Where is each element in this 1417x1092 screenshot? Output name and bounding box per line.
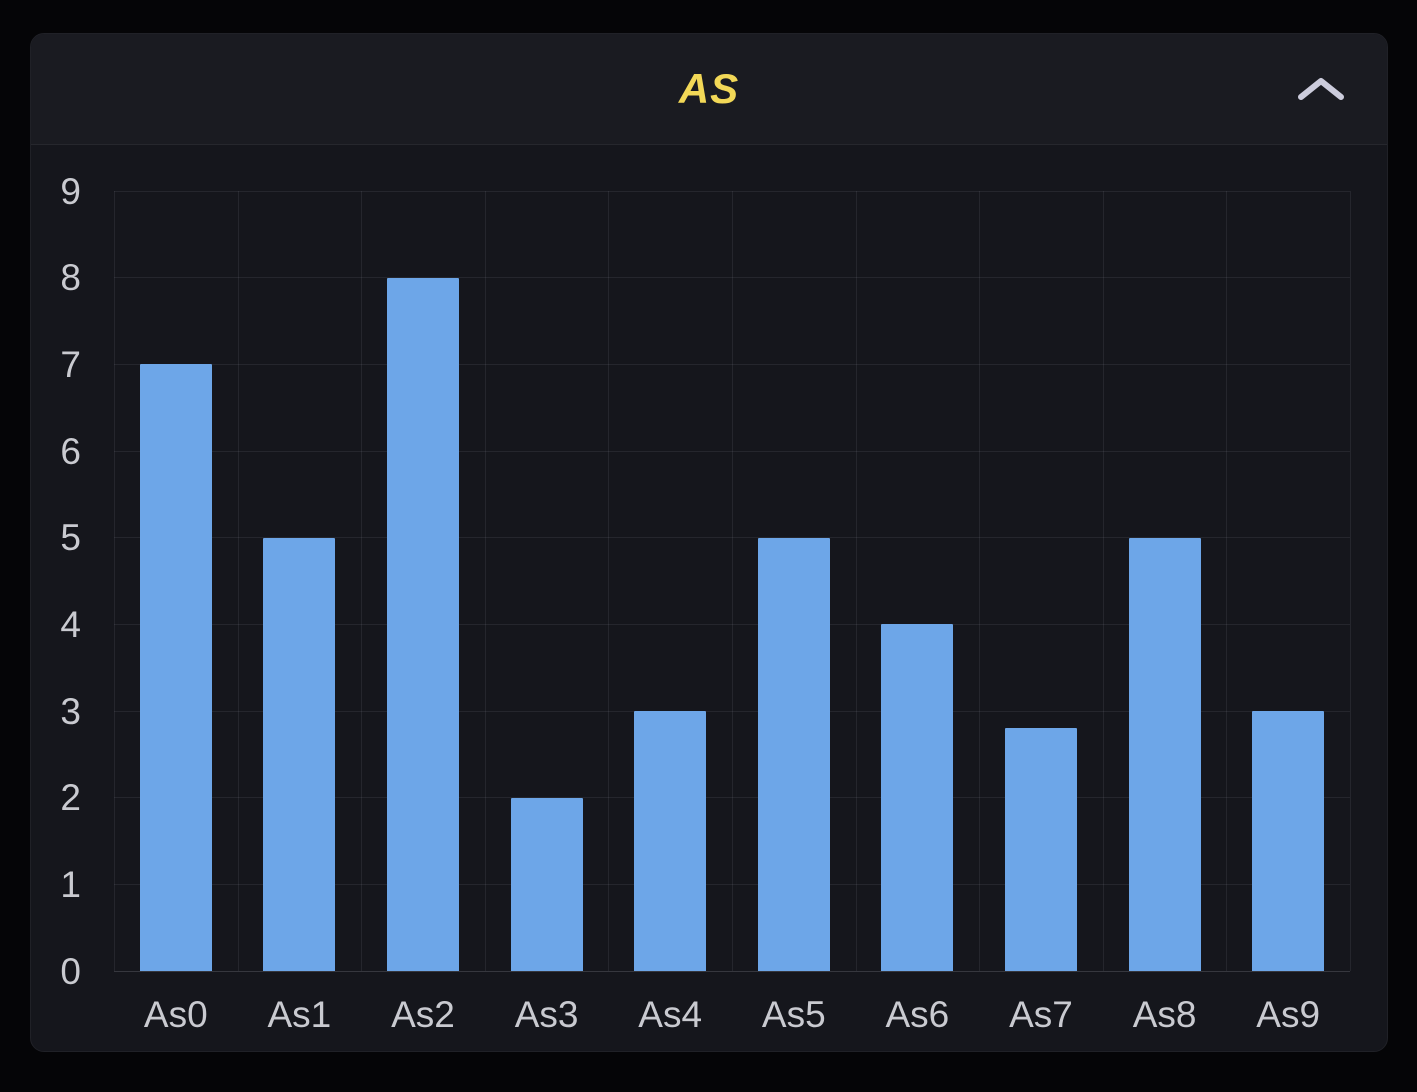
gridline-x-1 (237, 191, 239, 971)
gridline-y-1 (114, 883, 1350, 885)
y-tick-label-1: 1 (60, 863, 81, 905)
gridline-x-0 (113, 191, 115, 971)
x-tick-label-As9: As9 (1256, 994, 1321, 1035)
x-tick-label-As1: As1 (267, 994, 332, 1035)
bar-As1[interactable] (263, 537, 336, 971)
panel-header: AS (31, 34, 1387, 145)
gridline-x-7 (978, 191, 980, 971)
gridline-x-5 (731, 191, 733, 971)
x-tick-label-As4: As4 (638, 994, 703, 1035)
y-tick-label-4: 4 (60, 603, 81, 645)
gridline-x-6 (855, 191, 857, 971)
bar-As0[interactable] (139, 364, 212, 971)
gridline-y-0 (114, 970, 1350, 972)
gridline-x-4 (607, 191, 609, 971)
y-tick-label-3: 3 (60, 690, 81, 732)
gridline-y-8 (114, 277, 1350, 279)
gridline-y-2 (114, 797, 1350, 799)
gridline-x-3 (484, 191, 486, 971)
y-tick-label-7: 7 (60, 343, 81, 385)
chart-panel: AS 0 1 2 3 4 5 6 7 8 9 As0 As1 As2 As3 As4 As5 As6 As7 As8… (30, 33, 1388, 1052)
gridline-x-10 (1349, 191, 1351, 971)
gridline-x-8 (1102, 191, 1104, 971)
x-tick-label-As6: As6 (885, 994, 950, 1035)
panel-title: AS (678, 65, 740, 112)
x-tick-label-As2: As2 (391, 994, 455, 1035)
y-tick-label-6: 6 (60, 430, 81, 472)
gridline-y-5 (114, 537, 1350, 539)
y-tick-label-9: 9 (60, 170, 81, 212)
y-tick-label-8: 8 (60, 257, 81, 299)
y-tick-label-5: 5 (60, 517, 81, 559)
gridline-y-3 (114, 710, 1350, 712)
bar-As7[interactable] (1005, 728, 1077, 971)
gridline-x-9 (1225, 191, 1227, 971)
x-tick-label-As5: As5 (761, 994, 826, 1035)
bar-As4[interactable] (634, 711, 707, 971)
chart-plot-area: 0 1 2 3 4 5 6 7 8 9 As0 As1 As2 As3 As4 As5 As6 As7 As8 As9 (60, 173, 1351, 1035)
x-tick-label-As8: As8 (1132, 994, 1197, 1035)
gridline-y-6 (114, 450, 1350, 452)
bar-As8[interactable] (1128, 537, 1201, 971)
bar-As6[interactable] (881, 624, 954, 971)
x-tick-label-As0: As0 (143, 994, 208, 1035)
gridline-x-2 (360, 191, 362, 971)
bar-As2[interactable] (387, 277, 459, 971)
gridline-y-9 (114, 190, 1350, 192)
y-tick-label-0: 0 (60, 950, 81, 992)
x-tick-label-As7: As7 (1009, 994, 1073, 1035)
chevron-up-icon (1297, 75, 1345, 103)
bar-As5[interactable] (757, 537, 830, 971)
gridline-y-4 (114, 623, 1350, 625)
gridline-y-7 (114, 363, 1350, 365)
x-tick-label-As3: As3 (514, 994, 579, 1035)
collapse-panel-button[interactable] (1293, 67, 1349, 111)
bar-As3[interactable] (510, 797, 583, 971)
bar-As9[interactable] (1252, 711, 1325, 971)
y-tick-label-2: 2 (60, 777, 81, 819)
